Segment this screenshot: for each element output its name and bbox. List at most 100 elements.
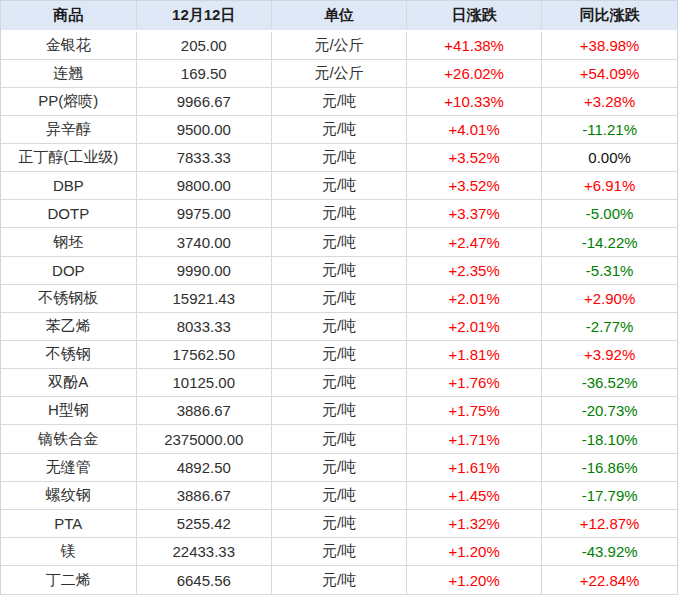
yoy-change-cell: -11.21% bbox=[542, 115, 677, 143]
commodity-name-cell: DBP bbox=[1, 172, 136, 200]
table-row: PTA5255.42元/吨+1.32%+12.87% bbox=[1, 509, 677, 537]
header-row: 商品 12月12日 单位 日涨跌 同比涨跌 bbox=[1, 1, 677, 31]
price-cell: 9975.00 bbox=[136, 200, 271, 228]
unit-cell: 元/吨 bbox=[271, 115, 406, 143]
table-row: 不锈钢17562.50元/吨+1.81%+3.92% bbox=[1, 341, 677, 369]
price-cell: 9966.67 bbox=[136, 87, 271, 115]
commodity-name-cell: 金银花 bbox=[1, 31, 136, 59]
price-cell: 3740.00 bbox=[136, 228, 271, 256]
daily-change-cell: +1.75% bbox=[407, 397, 542, 425]
price-table: 商品 12月12日 单位 日涨跌 同比涨跌 金银花205.00元/公斤+41.3… bbox=[1, 1, 677, 594]
unit-cell: 元/公斤 bbox=[271, 59, 406, 87]
unit-cell: 元/吨 bbox=[271, 538, 406, 566]
commodity-name-cell: 不锈钢 bbox=[1, 341, 136, 369]
yoy-change-cell: -17.79% bbox=[542, 481, 677, 509]
column-header-commodity: 商品 bbox=[1, 1, 136, 31]
yoy-change-cell: -36.52% bbox=[542, 369, 677, 397]
daily-change-cell: +3.52% bbox=[407, 144, 542, 172]
daily-change-cell: +1.32% bbox=[407, 509, 542, 537]
unit-cell: 元/吨 bbox=[271, 453, 406, 481]
unit-cell: 元/吨 bbox=[271, 397, 406, 425]
price-cell: 4892.50 bbox=[136, 453, 271, 481]
yoy-change-cell: +3.28% bbox=[542, 87, 677, 115]
table-row: 螺纹钢3886.67元/吨+1.45%-17.79% bbox=[1, 481, 677, 509]
yoy-change-cell: -5.31% bbox=[542, 256, 677, 284]
unit-cell: 元/吨 bbox=[271, 341, 406, 369]
daily-change-cell: +1.76% bbox=[407, 369, 542, 397]
yoy-change-cell: +2.90% bbox=[542, 284, 677, 312]
table-row: 无缝管4892.50元/吨+1.61%-16.86% bbox=[1, 453, 677, 481]
unit-cell: 元/公斤 bbox=[271, 31, 406, 59]
daily-change-cell: +2.01% bbox=[407, 312, 542, 340]
price-cell: 9500.00 bbox=[136, 115, 271, 143]
yoy-change-cell: -14.22% bbox=[542, 228, 677, 256]
price-cell: 2375000.00 bbox=[136, 425, 271, 453]
unit-cell: 元/吨 bbox=[271, 509, 406, 537]
yoy-change-cell: +12.87% bbox=[542, 509, 677, 537]
table-row: DOTP9975.00元/吨+3.37%-5.00% bbox=[1, 200, 677, 228]
table-header: 商品 12月12日 单位 日涨跌 同比涨跌 bbox=[1, 1, 677, 31]
daily-change-cell: +2.01% bbox=[407, 284, 542, 312]
unit-cell: 元/吨 bbox=[271, 566, 406, 594]
table-row: 丁二烯6645.56元/吨+1.20%+22.84% bbox=[1, 566, 677, 594]
table-row: 正丁醇(工业级)7833.33元/吨+3.52%0.00% bbox=[1, 144, 677, 172]
price-cell: 9990.00 bbox=[136, 256, 271, 284]
table-row: 镝铁合金2375000.00元/吨+1.71%-18.10% bbox=[1, 425, 677, 453]
yoy-change-cell: -18.10% bbox=[542, 425, 677, 453]
price-cell: 3886.67 bbox=[136, 481, 271, 509]
yoy-change-cell: -2.77% bbox=[542, 312, 677, 340]
unit-cell: 元/吨 bbox=[271, 87, 406, 115]
daily-change-cell: +3.52% bbox=[407, 172, 542, 200]
commodity-name-cell: 双酚A bbox=[1, 369, 136, 397]
price-cell: 3886.67 bbox=[136, 397, 271, 425]
price-cell: 6645.56 bbox=[136, 566, 271, 594]
yoy-change-cell: +22.84% bbox=[542, 566, 677, 594]
commodity-name-cell: 钢坯 bbox=[1, 228, 136, 256]
table-body: 金银花205.00元/公斤+41.38%+38.98%连翘169.50元/公斤+… bbox=[1, 31, 677, 594]
unit-cell: 元/吨 bbox=[271, 284, 406, 312]
commodity-name-cell: PP(熔喷) bbox=[1, 87, 136, 115]
daily-change-cell: +2.47% bbox=[407, 228, 542, 256]
daily-change-cell: +10.33% bbox=[407, 87, 542, 115]
price-cell: 10125.00 bbox=[136, 369, 271, 397]
price-cell: 5255.42 bbox=[136, 509, 271, 537]
yoy-change-cell: +38.98% bbox=[542, 31, 677, 59]
commodity-name-cell: 正丁醇(工业级) bbox=[1, 144, 136, 172]
price-cell: 205.00 bbox=[136, 31, 271, 59]
table-row: 苯乙烯8033.33元/吨+2.01%-2.77% bbox=[1, 312, 677, 340]
daily-change-cell: +1.71% bbox=[407, 425, 542, 453]
yoy-change-cell: -20.73% bbox=[542, 397, 677, 425]
table-row: H型钢3886.67元/吨+1.75%-20.73% bbox=[1, 397, 677, 425]
unit-cell: 元/吨 bbox=[271, 256, 406, 284]
price-cell: 7833.33 bbox=[136, 144, 271, 172]
yoy-change-cell: +54.09% bbox=[542, 59, 677, 87]
commodity-name-cell: 螺纹钢 bbox=[1, 481, 136, 509]
daily-change-cell: +1.61% bbox=[407, 453, 542, 481]
column-header-unit: 单位 bbox=[271, 1, 406, 31]
yoy-change-cell: +6.91% bbox=[542, 172, 677, 200]
unit-cell: 元/吨 bbox=[271, 228, 406, 256]
column-header-daily-change: 日涨跌 bbox=[407, 1, 542, 31]
table-row: 不锈钢板15921.43元/吨+2.01%+2.90% bbox=[1, 284, 677, 312]
daily-change-cell: +1.81% bbox=[407, 341, 542, 369]
table-row: PP(熔喷)9966.67元/吨+10.33%+3.28% bbox=[1, 87, 677, 115]
commodity-name-cell: 镝铁合金 bbox=[1, 425, 136, 453]
commodity-name-cell: 镁 bbox=[1, 538, 136, 566]
unit-cell: 元/吨 bbox=[271, 312, 406, 340]
table-row: DOP9990.00元/吨+2.35%-5.31% bbox=[1, 256, 677, 284]
daily-change-cell: +1.20% bbox=[407, 566, 542, 594]
daily-change-cell: +26.02% bbox=[407, 59, 542, 87]
commodity-name-cell: 无缝管 bbox=[1, 453, 136, 481]
table-row: 连翘169.50元/公斤+26.02%+54.09% bbox=[1, 59, 677, 87]
commodity-name-cell: 苯乙烯 bbox=[1, 312, 136, 340]
daily-change-cell: +4.01% bbox=[407, 115, 542, 143]
yoy-change-cell: -43.92% bbox=[542, 538, 677, 566]
daily-change-cell: +41.38% bbox=[407, 31, 542, 59]
price-cell: 22433.33 bbox=[136, 538, 271, 566]
yoy-change-cell: -5.00% bbox=[542, 200, 677, 228]
price-cell: 15921.43 bbox=[136, 284, 271, 312]
daily-change-cell: +1.20% bbox=[407, 538, 542, 566]
column-header-yoy-change: 同比涨跌 bbox=[542, 1, 677, 31]
table-row: 镁22433.33元/吨+1.20%-43.92% bbox=[1, 538, 677, 566]
unit-cell: 元/吨 bbox=[271, 144, 406, 172]
